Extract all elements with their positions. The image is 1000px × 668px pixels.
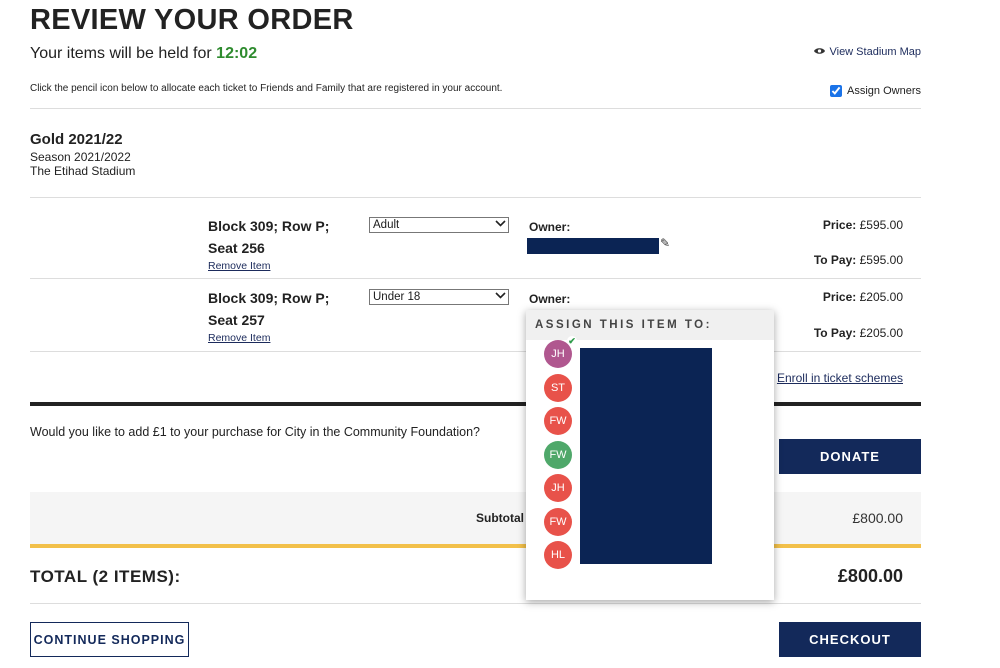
ticket-type-value: Adult bbox=[373, 219, 400, 231]
assignee-names-redacted bbox=[580, 348, 712, 564]
assign-owners-toggle[interactable]: Assign Owners bbox=[830, 85, 921, 97]
divider bbox=[30, 351, 921, 352]
enroll-ticket-schemes-link[interactable]: Enroll in ticket schemes bbox=[776, 371, 903, 385]
divider bbox=[30, 197, 921, 198]
to-pay-value: £595.00 bbox=[859, 253, 903, 267]
seat-line1: Block 309; Row P; bbox=[208, 218, 330, 234]
owner-name-redacted bbox=[527, 238, 659, 254]
to-pay-label: To Pay: bbox=[813, 326, 857, 340]
product-season: Season 2021/2022 bbox=[30, 150, 131, 164]
item-to-pay: To Pay: £205.00 bbox=[814, 326, 903, 340]
view-stadium-map-label: View Stadium Map bbox=[829, 46, 921, 58]
ticket-type-value: Under 18 bbox=[373, 291, 421, 303]
check-icon: ✔ bbox=[567, 336, 577, 346]
to-pay-label: To Pay: bbox=[813, 253, 857, 267]
item-price: Price: £205.00 bbox=[823, 290, 903, 304]
divider bbox=[30, 603, 921, 604]
subtotal-value: £800.00 bbox=[852, 510, 903, 526]
chevron-down-icon bbox=[492, 290, 508, 304]
divider bbox=[30, 108, 921, 109]
continue-shopping-button[interactable]: CONTINUE SHOPPING bbox=[30, 622, 189, 657]
seat-line1: Block 309; Row P; bbox=[208, 290, 330, 306]
donate-button[interactable]: DONATE bbox=[779, 439, 921, 474]
item-seat: Block 309; Row P; Seat 256 bbox=[208, 215, 358, 259]
price-value: £595.00 bbox=[859, 218, 903, 232]
seat-line2: Seat 257 bbox=[208, 312, 265, 328]
item-seat: Block 309; Row P; Seat 257 bbox=[208, 287, 358, 331]
view-stadium-map-link[interactable]: View Stadium Map bbox=[814, 46, 921, 58]
item-to-pay: To Pay: £595.00 bbox=[814, 253, 903, 267]
owner-label: Owner: bbox=[529, 220, 571, 234]
subtotal-label: Subtotal bbox=[476, 511, 524, 525]
ticket-type-select[interactable]: Adult bbox=[369, 217, 509, 233]
assign-item-popup: ASSIGN THIS ITEM TO: JH ✔ ST FW FW JH FW HL bbox=[526, 310, 774, 600]
hold-timer-text: Your items will be held for 12:02 bbox=[30, 45, 257, 63]
chevron-down-icon bbox=[492, 218, 508, 232]
product-venue: The Etihad Stadium bbox=[30, 164, 136, 178]
instructions: Click the pencil icon below to allocate … bbox=[30, 83, 503, 94]
divider bbox=[30, 278, 921, 279]
total-label: TOTAL (2 ITEMS): bbox=[30, 567, 181, 586]
assign-owners-checkbox[interactable] bbox=[830, 85, 843, 97]
price-label: Price: bbox=[822, 290, 857, 304]
assignee-avatar[interactable]: JH bbox=[544, 474, 572, 502]
product-name: Gold 2021/22 bbox=[30, 131, 123, 148]
price-value: £205.00 bbox=[859, 290, 903, 304]
assignee-avatar[interactable]: FW bbox=[544, 507, 572, 536]
owner-label: Owner: bbox=[529, 292, 571, 306]
assignee-avatar[interactable]: JH ✔ bbox=[544, 336, 577, 368]
assign-owners-label: Assign Owners bbox=[847, 85, 921, 97]
price-label: Price: bbox=[822, 218, 857, 232]
pencil-icon[interactable]: ✎ bbox=[660, 236, 671, 250]
ticket-type-select[interactable]: Under 18 bbox=[369, 289, 509, 305]
section-divider bbox=[30, 402, 921, 406]
checkout-button[interactable]: CHECKOUT bbox=[779, 622, 921, 657]
hold-prefix: Your items will be held for bbox=[30, 45, 217, 62]
assignee-avatar[interactable]: FW bbox=[544, 407, 572, 435]
assign-popup-heading: ASSIGN THIS ITEM TO: bbox=[526, 310, 774, 340]
accent-divider bbox=[30, 544, 921, 548]
seat-line2: Seat 256 bbox=[208, 240, 265, 256]
assignee-avatar[interactable]: FW bbox=[544, 440, 572, 469]
total-value: £800.00 bbox=[837, 566, 903, 586]
item-price: Price: £595.00 bbox=[823, 218, 903, 232]
hold-timer: 12:02 bbox=[216, 45, 258, 62]
donation-question: Would you like to add £1 to your purchas… bbox=[30, 425, 481, 439]
assignee-avatar[interactable]: ST bbox=[544, 373, 572, 402]
to-pay-value: £205.00 bbox=[859, 326, 903, 340]
eye-icon bbox=[814, 46, 826, 58]
page-title: REVIEW YOUR ORDER bbox=[30, 4, 354, 36]
remove-item-link[interactable]: Remove Item bbox=[208, 332, 271, 344]
assignee-avatar[interactable]: HL bbox=[544, 541, 572, 569]
remove-item-link[interactable]: Remove Item bbox=[208, 260, 271, 272]
